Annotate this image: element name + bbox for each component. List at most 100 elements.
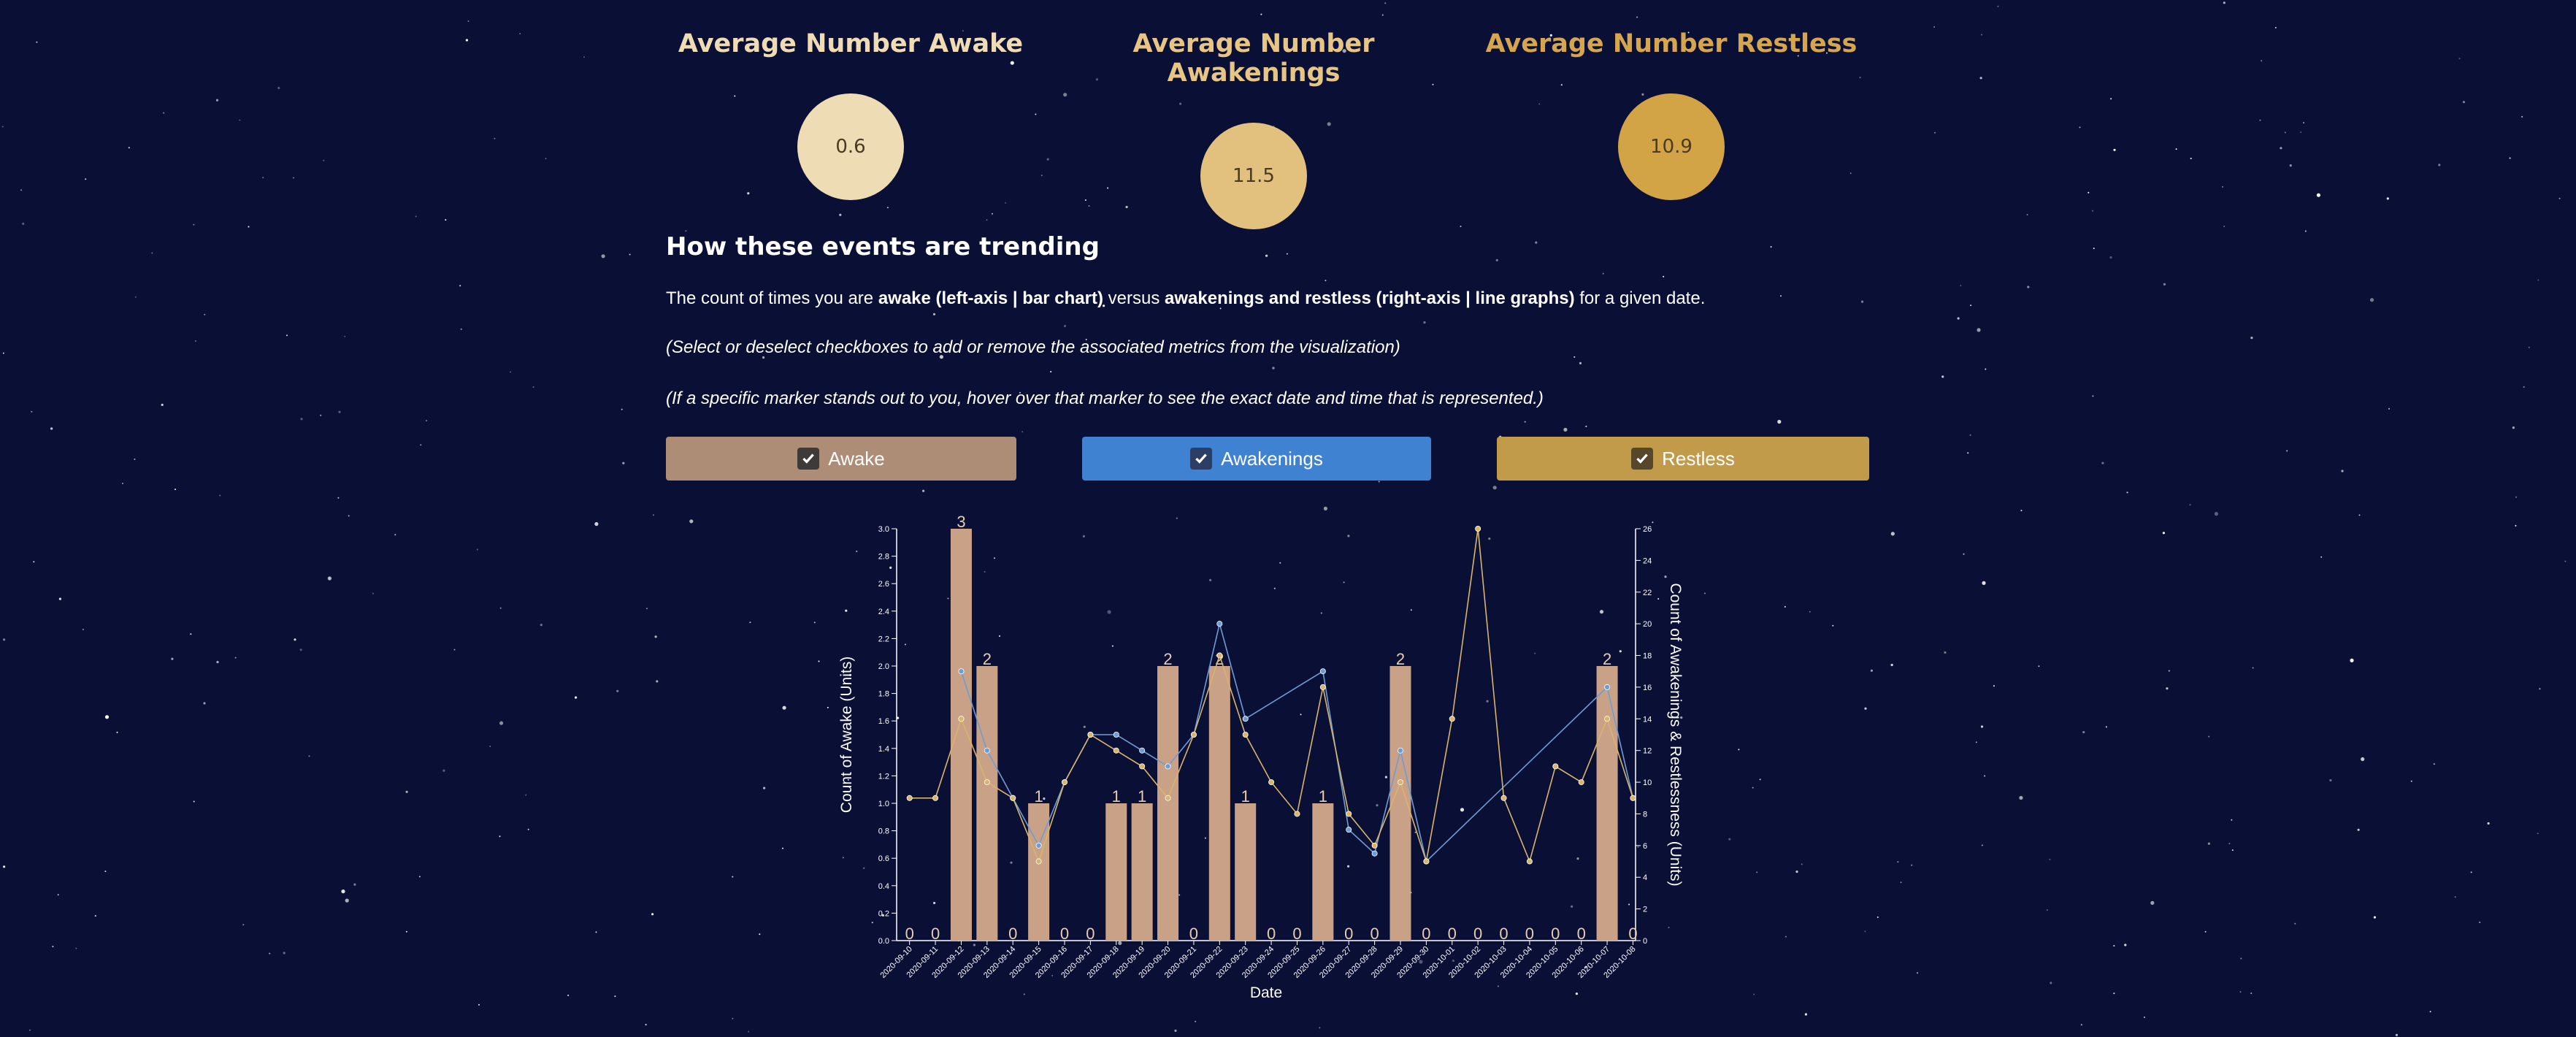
restless-point xyxy=(1113,747,1119,754)
awake-bar-label: 1 xyxy=(1138,787,1146,806)
star xyxy=(897,716,900,719)
section-heading: How these events are trending xyxy=(666,232,1100,261)
restless-point xyxy=(1010,795,1016,801)
awakenings-toggle-label: Awakenings xyxy=(1221,447,1323,470)
star xyxy=(1414,831,1417,833)
star xyxy=(1254,992,1256,994)
star xyxy=(519,33,521,35)
star xyxy=(1286,253,1288,255)
star xyxy=(2320,556,2323,558)
star xyxy=(194,340,196,342)
star xyxy=(1784,605,1786,608)
star xyxy=(2214,512,2218,516)
star xyxy=(151,252,153,254)
awake-checkbox[interactable] xyxy=(797,448,820,470)
restless-point xyxy=(984,779,990,786)
star xyxy=(2110,98,2112,100)
star xyxy=(1178,894,1181,896)
restless-checkbox[interactable] xyxy=(1631,448,1654,470)
star xyxy=(751,302,754,305)
star xyxy=(749,621,751,624)
star xyxy=(2231,849,2234,852)
star xyxy=(748,1030,750,1033)
star xyxy=(1960,285,1962,287)
star xyxy=(204,313,206,315)
star xyxy=(651,913,654,916)
awakenings-point xyxy=(1216,621,1223,627)
left-tick-label: 1.2 xyxy=(878,772,889,781)
star xyxy=(2046,909,2048,911)
restless-point xyxy=(1139,763,1146,770)
star xyxy=(863,867,865,869)
star xyxy=(2222,185,2223,188)
star xyxy=(300,418,303,421)
star xyxy=(685,230,687,232)
star xyxy=(856,551,858,552)
star xyxy=(20,189,22,191)
awake-bar-label: 0 xyxy=(1473,925,1482,943)
star xyxy=(1911,864,1913,866)
star xyxy=(489,746,491,747)
star xyxy=(2386,197,2389,200)
star xyxy=(1488,537,1491,540)
star xyxy=(1327,122,1331,126)
star xyxy=(2228,843,2231,845)
restless-point xyxy=(1500,795,1507,801)
star xyxy=(2204,930,2207,933)
star xyxy=(1982,581,1986,586)
star xyxy=(747,192,750,195)
star xyxy=(1486,700,1489,703)
star xyxy=(216,661,219,664)
star xyxy=(1967,452,1969,454)
star xyxy=(1051,975,1054,976)
left-tick-label: 1.4 xyxy=(878,745,889,754)
star xyxy=(2286,450,2288,452)
star xyxy=(445,219,447,221)
star xyxy=(193,800,195,803)
star xyxy=(933,901,936,905)
intro-post: for a given date. xyxy=(1574,288,1706,308)
star xyxy=(2168,670,2170,672)
star xyxy=(2564,560,2567,562)
star xyxy=(2303,122,2304,124)
awakenings-toggle[interactable]: Awakenings xyxy=(1082,437,1431,481)
left-tick-label: 2.6 xyxy=(878,580,889,589)
intro-pre: The count of times you are xyxy=(666,288,878,308)
star xyxy=(405,790,408,793)
restless-toggle[interactable]: Restless xyxy=(1497,437,1869,481)
star xyxy=(2373,916,2376,919)
star xyxy=(1826,52,1828,54)
star xyxy=(646,608,648,610)
star xyxy=(2289,164,2292,167)
star xyxy=(1273,587,1276,589)
star xyxy=(2537,833,2539,835)
star xyxy=(540,624,543,627)
awakenings-checkbox[interactable] xyxy=(1190,448,1213,470)
star xyxy=(476,548,478,551)
awake-bar-label: 2 xyxy=(1163,650,1172,668)
star xyxy=(986,219,988,221)
right-axis-title: Count of Awakenings & Restlessness (Unit… xyxy=(1667,583,1684,886)
star xyxy=(654,635,657,638)
right-tick-label: 18 xyxy=(1643,652,1652,661)
awake-bar-label: 0 xyxy=(931,925,940,943)
star xyxy=(1752,787,1754,789)
awake-bar-label: 0 xyxy=(1189,925,1198,943)
intro-mid: versus xyxy=(1103,288,1165,308)
star xyxy=(1010,61,1014,65)
star xyxy=(2126,491,2128,494)
star xyxy=(1432,83,1434,85)
star xyxy=(2093,248,2095,250)
awake-bar xyxy=(950,529,972,941)
awake-toggle[interactable]: Awake xyxy=(666,437,1016,481)
star xyxy=(1997,5,1999,7)
star xyxy=(2284,131,2286,134)
star xyxy=(2259,119,2261,121)
star xyxy=(1860,300,1864,303)
stat-restless-label: Average Number Restless xyxy=(1485,29,1858,58)
star xyxy=(1083,725,1086,728)
awake-bar-label: 0 xyxy=(1422,925,1430,943)
awakenings-point xyxy=(1371,850,1378,857)
star xyxy=(1657,598,1660,600)
star xyxy=(1497,985,1499,987)
